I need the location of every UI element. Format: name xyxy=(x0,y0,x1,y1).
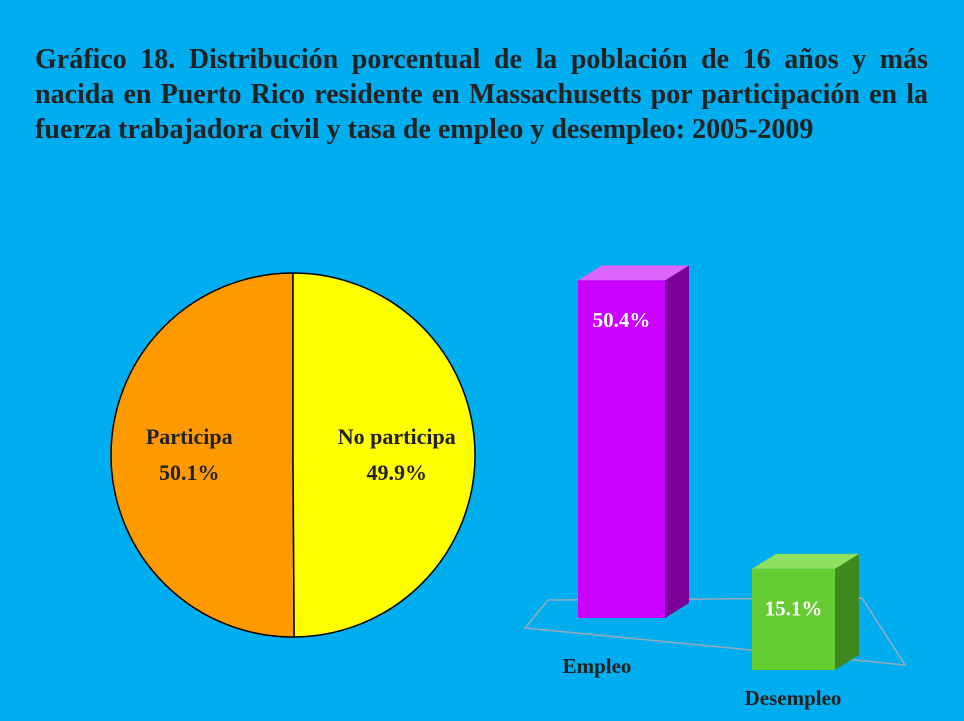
bar-top xyxy=(578,265,689,281)
bar-value-label: 15.1% xyxy=(765,597,823,621)
bar xyxy=(578,280,665,618)
bar xyxy=(752,568,835,670)
bar-side xyxy=(665,265,689,618)
category-label: Empleo xyxy=(563,654,632,678)
bar-side xyxy=(835,553,859,670)
slice-label: Participa xyxy=(145,424,233,450)
pie-slice xyxy=(292,272,476,638)
slice-value: 50.1% xyxy=(159,460,220,486)
category-label: Desempleo xyxy=(745,686,842,710)
slice-label: No participa xyxy=(337,423,456,449)
bar-value-label: 50.4% xyxy=(593,308,651,332)
pie-slice xyxy=(110,272,295,638)
chart-title: Gráfico 18. Distribución porcentual de l… xyxy=(35,44,928,145)
bar-top xyxy=(752,553,859,569)
slice-value: 49.9% xyxy=(366,459,427,485)
